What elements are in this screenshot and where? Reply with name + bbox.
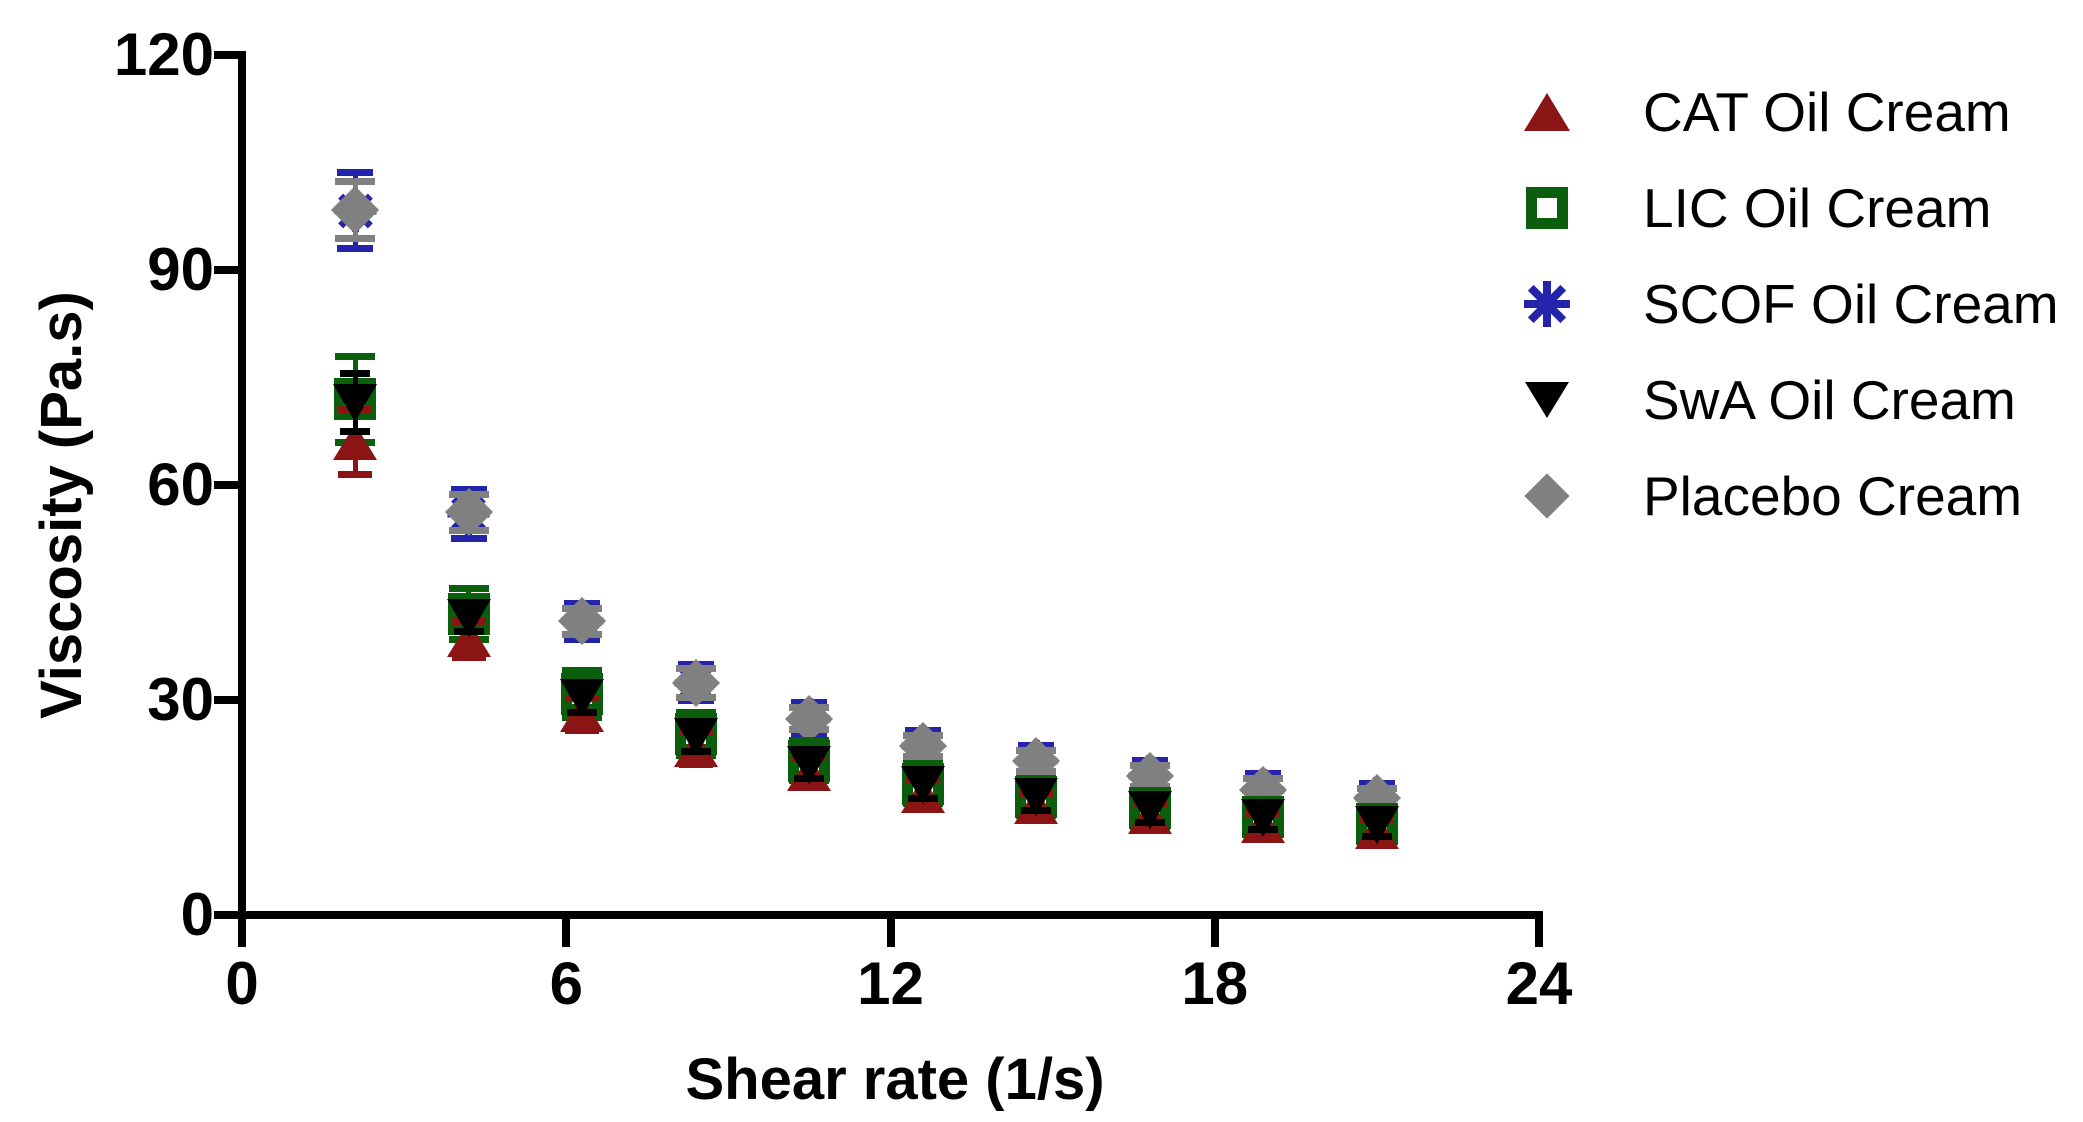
- asterisk-marker: [1524, 281, 1570, 327]
- x-tick-label: 24: [1505, 950, 1573, 1017]
- triangle-up-marker: [1524, 93, 1570, 131]
- error-bar-cap: [337, 169, 374, 177]
- open-square-marker: [1526, 187, 1568, 229]
- legend-label: CAT Oil Cream: [1643, 81, 2011, 143]
- error-bar-cap: [340, 370, 371, 378]
- y-axis-line: [238, 51, 246, 930]
- legend-label: SCOF Oil Cream: [1643, 273, 2059, 335]
- y-tick-mark: [214, 696, 238, 704]
- y-tick-label: 90: [147, 236, 214, 303]
- y-tick-mark: [214, 51, 238, 59]
- triangle-down-marker: [1014, 778, 1059, 817]
- triangle-down-marker: [900, 765, 945, 804]
- x-tick-mark: [1535, 919, 1543, 947]
- y-tick-mark: [214, 481, 238, 489]
- x-tick-mark: [238, 919, 246, 947]
- triangle-down-marker: [1354, 805, 1399, 844]
- error-bar-cap: [340, 427, 371, 435]
- y-tick-mark: [214, 911, 238, 919]
- legend-label: LIC Oil Cream: [1643, 177, 1992, 239]
- legend-label: Placebo Cream: [1643, 465, 2023, 527]
- triangle-down-marker: [446, 598, 491, 637]
- y-tick-mark: [214, 266, 238, 274]
- error-bar-cap: [675, 708, 716, 716]
- error-bar-cap: [338, 470, 373, 478]
- triangle-down-marker: [333, 383, 378, 422]
- x-tick-mark: [1210, 919, 1219, 947]
- triangle-down-marker: [1127, 790, 1172, 829]
- x-tick-label: 18: [1181, 950, 1249, 1017]
- error-bar-cap: [448, 584, 489, 592]
- y-tick-label: 30: [147, 666, 214, 733]
- error-bar-cap: [450, 534, 487, 542]
- error-bar-cap: [335, 234, 376, 242]
- y-tick-label: 0: [180, 881, 214, 948]
- y-tick-label: 60: [147, 451, 214, 518]
- x-tick-label: 6: [549, 950, 583, 1017]
- diamond-marker: [1524, 473, 1570, 519]
- y-tick-label: 120: [113, 21, 214, 88]
- error-bar-cap: [337, 245, 374, 252]
- triangle-down-marker: [787, 745, 832, 784]
- y-axis-title: Viscosity (Pa.s): [29, 291, 94, 719]
- x-tick-mark: [886, 919, 895, 947]
- x-tick-label: 0: [225, 950, 259, 1017]
- x-tick-mark: [562, 919, 571, 947]
- error-bar-cap: [335, 177, 376, 185]
- x-axis-title: Shear rate (1/s): [685, 1047, 1105, 1112]
- x-tick-label: 12: [857, 950, 924, 1017]
- legend-label: SwA Oil Cream: [1643, 369, 2016, 431]
- triangle-down-marker: [1525, 382, 1569, 418]
- error-bar-cap: [562, 667, 603, 675]
- triangle-down-marker: [560, 678, 605, 717]
- x-axis-line: [238, 911, 1543, 919]
- error-bar-cap: [335, 352, 376, 360]
- triangle-down-marker: [1241, 799, 1286, 838]
- triangle-down-marker: [673, 718, 718, 757]
